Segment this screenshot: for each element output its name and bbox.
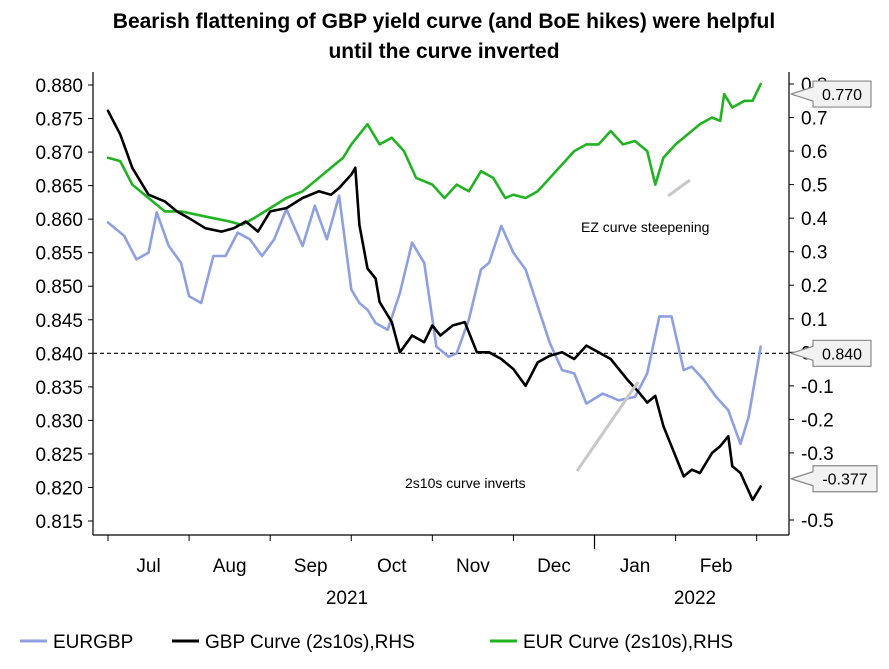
x-tick-label: Jan bbox=[620, 556, 651, 577]
left-tick-label: 0.855 bbox=[35, 244, 83, 265]
right-tick-label: 0.2 bbox=[801, 276, 827, 297]
x-axis-ticks: Jul Aug Sep Oct Nov Dec Jan Feb 2021 2022 bbox=[107, 535, 758, 609]
series-line-gbp-curve bbox=[106, 109, 763, 502]
annotation-2s10s-text: 2s10s curve inverts bbox=[405, 475, 526, 491]
callout-label: -0.377 bbox=[822, 472, 867, 489]
legend-label: EUR Curve (2s10s),RHS bbox=[523, 632, 733, 653]
annotation-ez-text: EZ curve steepening bbox=[581, 219, 709, 235]
left-tick-label: 0.835 bbox=[35, 378, 83, 399]
right-tick-label: 0.4 bbox=[801, 209, 828, 230]
right-tick-label: 0.5 bbox=[801, 176, 827, 197]
left-tick-label: 0.875 bbox=[35, 110, 83, 131]
right-tick-label: -0.2 bbox=[801, 410, 834, 431]
left-axis-ticks: 0.815 0.820 0.825 0.830 0.835 0.840 0.845 0.850… bbox=[35, 76, 93, 533]
left-tick-label: 0.830 bbox=[35, 411, 83, 432]
right-tick-label: 0.3 bbox=[801, 243, 827, 264]
legend-item-gbp-curve: GBP Curve (2s10s),RHS bbox=[172, 632, 415, 653]
callout-box bbox=[790, 80, 872, 108]
annotation-ez-steepening: EZ curve steepening bbox=[581, 178, 709, 235]
x-tick-label: Nov bbox=[456, 556, 490, 577]
right-tick-label: 0.7 bbox=[801, 109, 827, 130]
callout-neg0377: -0.377 bbox=[790, 465, 878, 493]
annotation-2s10s-pointer bbox=[575, 381, 640, 472]
left-tick-label: 0.860 bbox=[35, 210, 83, 231]
x-tick-label: Aug bbox=[213, 556, 247, 577]
right-tick-label: 0.6 bbox=[801, 142, 827, 163]
callout-0840: 0.840 bbox=[790, 339, 872, 367]
left-tick-label: 0.865 bbox=[35, 177, 83, 198]
left-tick-label: 0.820 bbox=[35, 478, 83, 499]
legend-label: GBP Curve (2s10s),RHS bbox=[205, 632, 415, 653]
left-tick-label: 0.845 bbox=[35, 311, 83, 332]
x-tick-label: Jul bbox=[136, 556, 160, 577]
legend: EURGBP GBP Curve (2s10s),RHS EUR Curve (2s… bbox=[20, 632, 733, 653]
annotation-2s10s-inverts: 2s10s curve inverts bbox=[405, 381, 640, 491]
series-line-eur-curve bbox=[106, 82, 763, 227]
callout-0770: 0.770 bbox=[790, 80, 872, 108]
x-tick-label: Oct bbox=[377, 556, 407, 577]
right-tick-label: -0.3 bbox=[801, 444, 834, 465]
callout-box bbox=[790, 339, 872, 367]
year-label-2022: 2022 bbox=[674, 588, 716, 609]
right-axis-ticks: -0.5-0.3-0.2-0.10.00.10.20.30.40.50.60.7… bbox=[789, 75, 834, 532]
year-label-2021: 2021 bbox=[326, 588, 368, 609]
left-tick-label: 0.840 bbox=[35, 344, 83, 365]
callout-label: 0.840 bbox=[822, 346, 862, 363]
right-tick-label: -0.1 bbox=[801, 377, 834, 398]
x-tick-label: Feb bbox=[700, 556, 733, 577]
x-tick-label: Sep bbox=[294, 556, 328, 577]
right-tick-label: 0.1 bbox=[801, 310, 827, 331]
left-tick-label: 0.815 bbox=[35, 512, 83, 533]
chart-title-line2: until the curve inverted bbox=[328, 40, 559, 63]
legend-item-eur-curve: EUR Curve (2s10s),RHS bbox=[490, 632, 733, 653]
chart-title-line1: Bearish flattening of GBP yield curve (a… bbox=[113, 10, 775, 33]
series-group bbox=[106, 82, 763, 502]
left-tick-label: 0.825 bbox=[35, 445, 83, 466]
left-tick-label: 0.850 bbox=[35, 277, 83, 298]
callout-box bbox=[790, 465, 878, 493]
value-callouts: 0.770 0.840 -0.377 bbox=[790, 80, 878, 493]
left-tick-label: 0.880 bbox=[35, 76, 83, 97]
series-line-eurgbp bbox=[106, 194, 763, 446]
annotation-ez-pointer bbox=[667, 178, 691, 198]
legend-item-eurgbp: EURGBP bbox=[20, 632, 133, 653]
x-tick-label: Dec bbox=[537, 556, 571, 577]
callout-label: 0.770 bbox=[822, 87, 862, 104]
legend-label: EURGBP bbox=[53, 632, 133, 653]
left-tick-label: 0.870 bbox=[35, 143, 83, 164]
right-tick-label: -0.5 bbox=[801, 511, 834, 532]
